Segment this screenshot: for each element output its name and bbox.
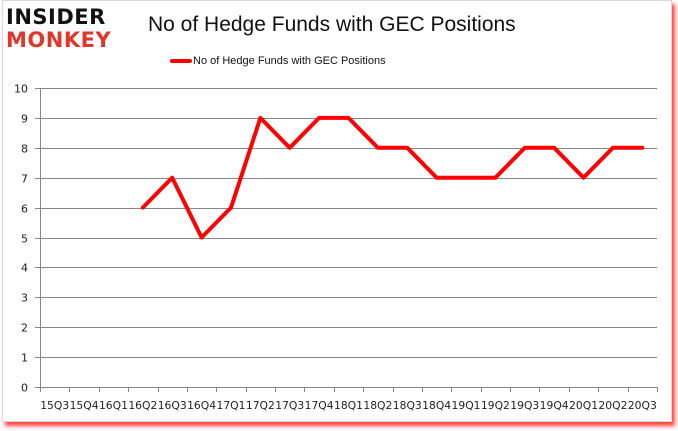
x-tick-label: 15Q4 [70,399,99,412]
x-tick-label: 19Q4 [540,399,569,412]
x-tick-label: 19Q1 [452,399,481,412]
x-tick-label: 18Q2 [363,399,392,412]
x-tick-label: 20Q3 [628,399,657,412]
x-tick-label: 17Q1 [216,399,245,412]
y-tick-label: 3 [21,292,28,305]
y-tick-label: 8 [21,143,28,156]
logo-line-insider: INSIDER [6,5,106,29]
x-tick-label: 19Q3 [510,399,539,412]
legend-line-swatch-icon [170,59,192,63]
x-tick-label: 18Q4 [422,399,451,412]
series-line [140,115,645,240]
x-tick-label: 18Q1 [334,399,363,412]
axes [40,88,658,392]
x-tick-label: 17Q2 [246,399,275,412]
y-tick-label: 9 [21,113,28,126]
chart-legend: No of Hedge Funds with GEC Positions [170,54,386,68]
y-tick-label: 7 [21,173,28,186]
x-tick-label: 20Q1 [569,399,598,412]
y-tick-label: 6 [21,203,28,216]
gridlines [35,88,657,388]
x-tick-label: 20Q2 [598,399,627,412]
x-axis-tick-labels: 15Q3 15Q4 16Q1 16Q2 16Q3 16Q4 17Q1 17Q2 17Q3 17Q4… [40,399,657,412]
x-tick-label: 16Q2 [128,399,157,412]
insider-monkey-logo: INSIDER MONKEY [6,6,126,54]
chart-frame [2,0,672,422]
y-axis-tick-labels: 0 1 2 3 4 5 6 7 8 9 10 [14,83,28,395]
y-tick-label: 2 [21,322,28,335]
y-tick-label: 10 [14,83,28,96]
x-tick-label: 18Q3 [393,399,422,412]
legend-label: No of Hedge Funds with GEC Positions [193,55,386,67]
x-tick-label: 16Q3 [158,399,187,412]
y-tick-label: 1 [21,352,28,365]
x-tick-label: 17Q3 [275,399,304,412]
y-tick-label: 5 [21,233,28,246]
x-tick-label: 17Q4 [305,399,334,412]
x-tick-label: 16Q4 [187,399,216,412]
chart-title: No of Hedge Funds with GEC Positions [148,13,516,36]
x-tick-label: 16Q1 [99,399,128,412]
logo-line-monkey: MONKEY [6,28,112,52]
x-tick-label: 15Q3 [40,399,69,412]
y-tick-label: 4 [21,262,28,275]
y-tick-label: 0 [21,382,28,395]
x-tick-label: 19Q2 [481,399,510,412]
